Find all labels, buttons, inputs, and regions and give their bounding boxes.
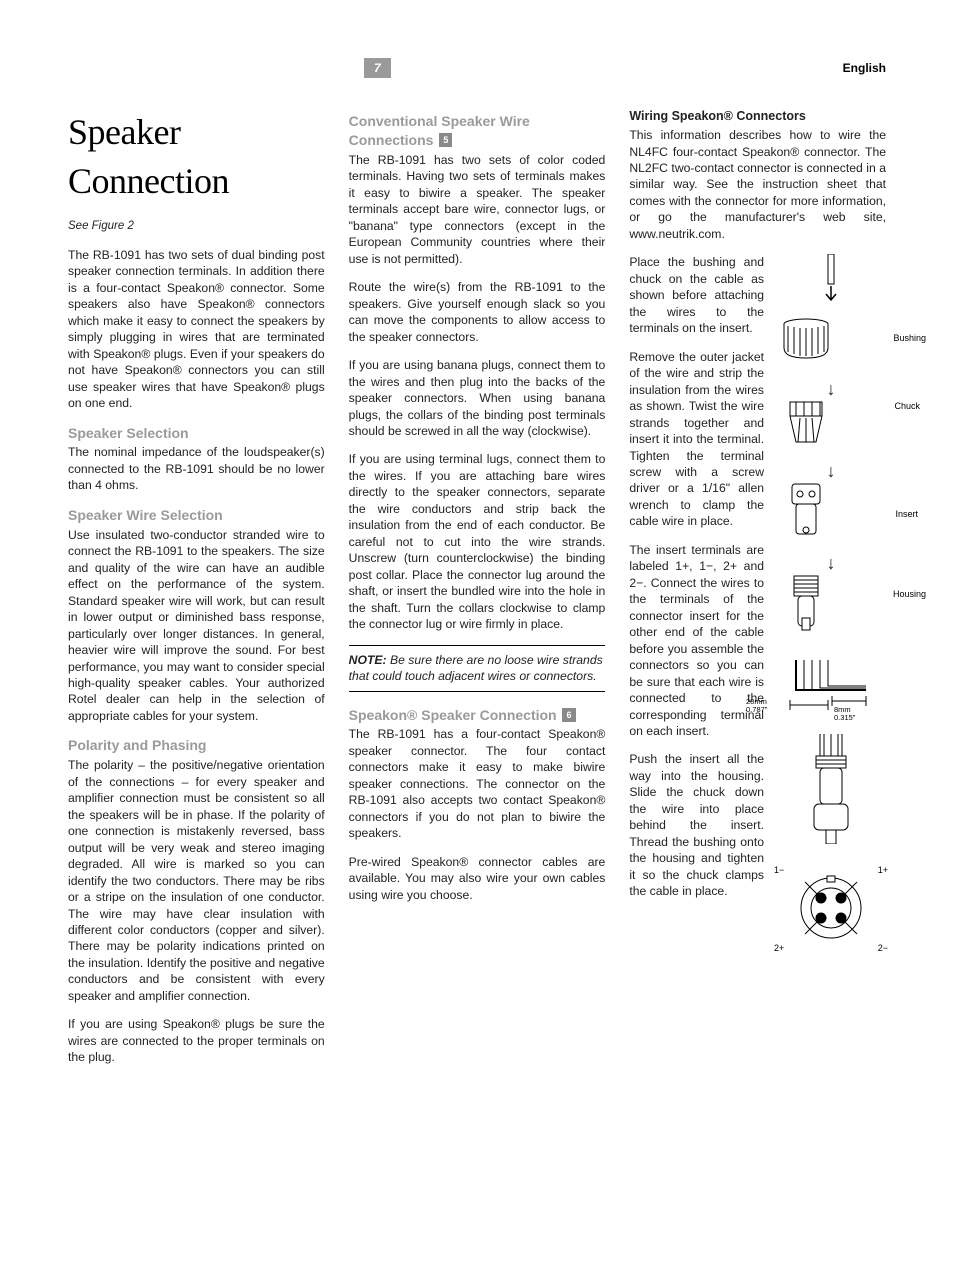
- language-label: English: [843, 60, 886, 76]
- page-number: 7: [364, 58, 391, 78]
- column-2: Conventional Speaker Wire Connections 5 …: [349, 108, 606, 1078]
- housing-icon: Housing: [776, 572, 886, 632]
- speaker-selection-text: The nominal impedance of the loudspeaker…: [68, 444, 325, 493]
- polarity-heading: Polarity and Phasing: [68, 736, 325, 755]
- polarity-text-2: If you are using Speakon® plugs be sure …: [68, 1016, 325, 1065]
- intro-paragraph: The RB-1091 has two sets of dual binding…: [68, 247, 325, 412]
- cable-arrow-icon: [776, 254, 886, 304]
- insert-icon: Insert: [776, 480, 886, 540]
- connector-diagram: Bushing Chuck: [776, 254, 886, 962]
- speakon-heading: Speakon® Speaker Connection 6: [349, 706, 606, 725]
- pin-1-minus: 1−: [774, 864, 784, 876]
- speakon-p1: The RB-1091 has a four-contact Speakon® …: [349, 726, 606, 841]
- reference-5-icon: 5: [439, 133, 452, 147]
- arrow-down-icon: [776, 554, 886, 572]
- note-text: Be sure there are no loose wire strands …: [349, 653, 603, 683]
- chuck-label: Chuck: [895, 400, 921, 412]
- speaker-selection-heading: Speaker Selection: [68, 424, 325, 443]
- chuck-icon: Chuck: [776, 398, 886, 448]
- pin-2-minus: 2−: [878, 942, 888, 954]
- conventional-p2: Route the wire(s) from the RB-1091 to th…: [349, 279, 606, 345]
- pin-layout-icon: 1− 1+ 2+ 2−: [776, 868, 886, 948]
- conventional-p3: If you are using banana plugs, connect t…: [349, 357, 606, 439]
- arrow-down-icon: [776, 462, 886, 480]
- wiring-heading: Wiring Speakon® Connectors: [629, 108, 886, 125]
- page-header: 7 English: [68, 58, 886, 78]
- arrow-down-icon: [776, 380, 886, 398]
- assembled-connector-icon: [776, 734, 886, 844]
- pin-2-plus: 2+: [774, 942, 784, 954]
- wire-selection-text: Use insulated two-conductor stranded wir…: [68, 527, 325, 725]
- stripped-wire-icon: 20mm 0.787" 8mm 0.315": [776, 660, 886, 730]
- conventional-p1: The RB-1091 has two sets of color coded …: [349, 152, 606, 267]
- page-title: Speaker Connection: [68, 108, 325, 205]
- bushing-label: Bushing: [893, 332, 926, 344]
- wiring-p1: This information describes how to wire t…: [629, 127, 886, 242]
- conventional-heading: Conventional Speaker Wire Connections 5: [349, 112, 606, 150]
- speakon-p2: Pre-wired Speakon® connector cables are …: [349, 854, 606, 903]
- polarity-text-1: The polarity – the positive/negative ori…: [68, 757, 325, 1004]
- note-box: NOTE: Be sure there are no loose wire st…: [349, 645, 606, 692]
- note-label: NOTE:: [349, 653, 387, 667]
- column-1: Speaker Connection See Figure 2 The RB-1…: [68, 108, 325, 1078]
- content-columns: Speaker Connection See Figure 2 The RB-1…: [68, 108, 886, 1078]
- reference-6-icon: 6: [562, 708, 575, 722]
- bushing-icon: Bushing: [776, 318, 886, 366]
- see-figure: See Figure 2: [68, 219, 325, 235]
- dimension-20mm: 20mm 0.787": [746, 698, 767, 713]
- speakon-heading-text: Speakon® Speaker Connection: [349, 707, 557, 723]
- housing-label: Housing: [893, 588, 926, 600]
- wire-selection-heading: Speaker Wire Selection: [68, 506, 325, 525]
- conventional-p4: If you are using terminal lugs, connect …: [349, 451, 606, 632]
- column-3: Wiring Speakon® Connectors This informat…: [629, 108, 886, 1078]
- pin-1-plus: 1+: [878, 864, 888, 876]
- dimension-8mm: 8mm 0.315": [834, 706, 855, 721]
- insert-label: Insert: [896, 508, 919, 520]
